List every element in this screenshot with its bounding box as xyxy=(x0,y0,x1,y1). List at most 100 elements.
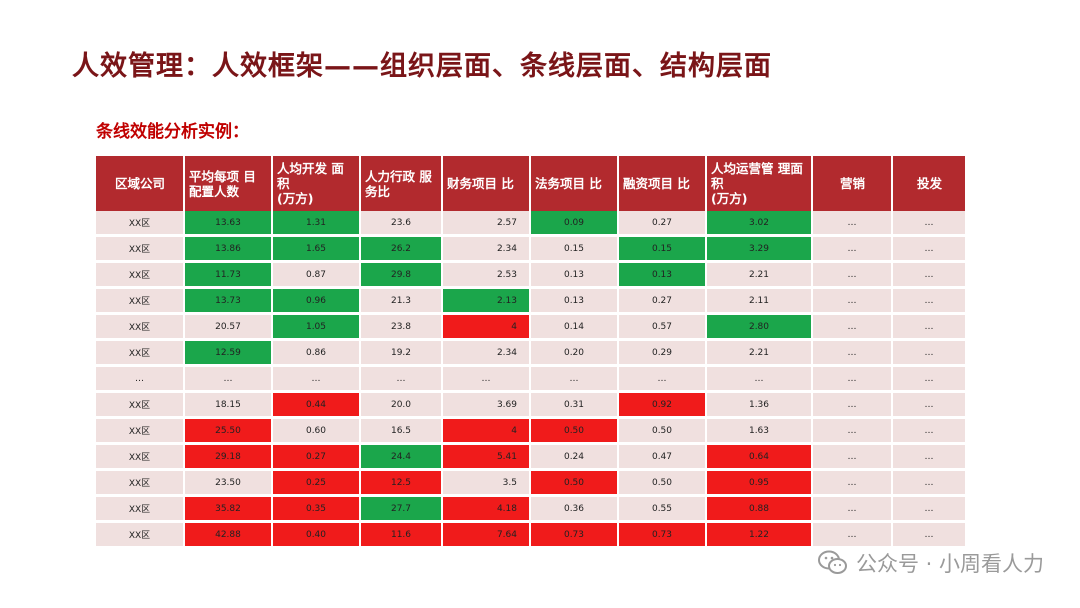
column-header: 营销 xyxy=(812,156,893,211)
table-row: XX区 13.73 0.96 21.3 2.13 0.13 0.27 2.11…… xyxy=(96,287,967,315)
table-cell: … xyxy=(812,495,893,523)
table-cell: 12.59 xyxy=(184,339,273,367)
column-header: 法务项目 比 xyxy=(530,156,619,211)
table-row: ………………………… xyxy=(96,365,967,393)
table-cell: 0.73 xyxy=(618,521,707,549)
table-cell: 4 xyxy=(442,417,531,445)
table-cell: 23.6 xyxy=(360,211,443,237)
table-cell: … xyxy=(812,521,893,549)
table-cell: … xyxy=(360,365,443,393)
table-cell: … xyxy=(812,287,893,315)
table-cell: … xyxy=(442,365,531,393)
table-cell: … xyxy=(892,417,967,445)
table-cell: … xyxy=(892,287,967,315)
watermark-text: 公众号 · 小周看人力 xyxy=(855,552,1044,576)
table-cell: 0.87 xyxy=(272,261,361,289)
table-cell: 0.64 xyxy=(706,443,813,471)
table-cell: … xyxy=(272,365,361,393)
table-cell: … xyxy=(892,313,967,341)
table-cell: 0.95 xyxy=(706,469,813,497)
table-cell: 2.53 xyxy=(442,261,531,289)
region-cell: XX区 xyxy=(96,469,185,497)
table-cell: 19.2 xyxy=(360,339,443,367)
table-cell: 0.35 xyxy=(272,495,361,523)
table-cell: 27.7 xyxy=(360,495,443,523)
table-cell: 0.24 xyxy=(530,443,619,471)
table-cell: 3.5 xyxy=(442,469,531,497)
table-cell: … xyxy=(812,391,893,419)
table-cell: 0.60 xyxy=(272,417,361,445)
table-cell: 18.15 xyxy=(184,391,273,419)
table-cell: 0.88 xyxy=(706,495,813,523)
table-cell: … xyxy=(530,365,619,393)
table-cell: … xyxy=(892,391,967,419)
table-cell: 0.73 xyxy=(530,521,619,549)
table-cell: 0.27 xyxy=(618,211,707,237)
region-cell: XX区 xyxy=(96,261,185,289)
table-cell: 42.88 xyxy=(184,521,273,549)
table-cell: 23.50 xyxy=(184,469,273,497)
table-cell: 13.63 xyxy=(184,211,273,237)
column-header: 财务项目 比 xyxy=(442,156,531,211)
table-cell: 0.40 xyxy=(272,521,361,549)
region-cell: XX区 xyxy=(96,417,185,445)
table-cell: 0.14 xyxy=(530,313,619,341)
region-cell: XX区 xyxy=(96,313,185,341)
table-cell: … xyxy=(892,521,967,549)
table-cell: 0.50 xyxy=(530,469,619,497)
table-row: XX区 13.63 1.31 23.6 2.57 0.09 0.27 3.02…… xyxy=(96,211,967,237)
table-cell: 1.22 xyxy=(706,521,813,549)
table-cell: 0.27 xyxy=(618,287,707,315)
table-cell: … xyxy=(812,339,893,367)
table-cell: 2.80 xyxy=(706,313,813,341)
table-cell: 7.64 xyxy=(442,521,531,549)
table-cell: 3.02 xyxy=(706,211,813,237)
table-row: XX区 35.82 0.35 27.7 4.18 0.36 0.55 0.88…… xyxy=(96,495,967,523)
watermark: 公众号 · 小周看人力 xyxy=(817,548,1044,578)
table-cell: 0.57 xyxy=(618,313,707,341)
table-row: XX区 18.15 0.44 20.0 3.69 0.31 0.92 1.36…… xyxy=(96,391,967,419)
table-cell: 29.8 xyxy=(360,261,443,289)
table-cell: … xyxy=(892,495,967,523)
table-cell: … xyxy=(812,469,893,497)
table-cell: 2.21 xyxy=(706,261,813,289)
region-cell: XX区 xyxy=(96,521,185,549)
table-cell: 12.5 xyxy=(360,469,443,497)
table-cell: … xyxy=(892,443,967,471)
table-cell: 0.44 xyxy=(272,391,361,419)
table-cell: … xyxy=(618,365,707,393)
table-cell: 21.3 xyxy=(360,287,443,315)
region-cell: … xyxy=(96,365,185,393)
table-cell: 1.05 xyxy=(272,313,361,341)
table-cell: 0.13 xyxy=(530,287,619,315)
table-cell: 11.73 xyxy=(184,261,273,289)
table-cell: … xyxy=(812,211,893,237)
efficiency-table: 区域公司 平均每项 目配置人数 人均开发 面积 (万方) 人力行政 服务比 财务项目 比… xyxy=(96,156,967,549)
column-header: 投发 xyxy=(892,156,967,211)
table-cell: 0.20 xyxy=(530,339,619,367)
region-cell: XX区 xyxy=(96,211,185,237)
table-body: XX区 13.63 1.31 23.6 2.57 0.09 0.27 3.02…… XX区 13.… xyxy=(96,211,967,549)
table-cell: 0.55 xyxy=(618,495,707,523)
table-cell: 0.27 xyxy=(272,443,361,471)
page-title: 人效管理：人效框架——组织层面、条线层面、结构层面 xyxy=(72,51,772,82)
table-cell: 0.09 xyxy=(530,211,619,237)
table-cell: 13.86 xyxy=(184,235,273,263)
table-cell: 0.50 xyxy=(618,417,707,445)
wechat-icon xyxy=(817,550,847,574)
region-cell: XX区 xyxy=(96,495,185,523)
table-cell: 3.69 xyxy=(442,391,531,419)
table-cell: 23.8 xyxy=(360,313,443,341)
table-cell: … xyxy=(892,261,967,289)
table-cell: 1.31 xyxy=(272,211,361,237)
table-cell: … xyxy=(892,211,967,237)
table-cell: 0.13 xyxy=(618,261,707,289)
table-cell: 2.34 xyxy=(442,339,531,367)
table-cell: 3.29 xyxy=(706,235,813,263)
column-header: 区域公司 xyxy=(96,156,185,211)
column-header: 人均开发 面积 (万方) xyxy=(272,156,361,211)
table-cell: … xyxy=(812,261,893,289)
table-cell: 0.31 xyxy=(530,391,619,419)
region-cell: XX区 xyxy=(96,235,185,263)
table-cell: 29.18 xyxy=(184,443,273,471)
